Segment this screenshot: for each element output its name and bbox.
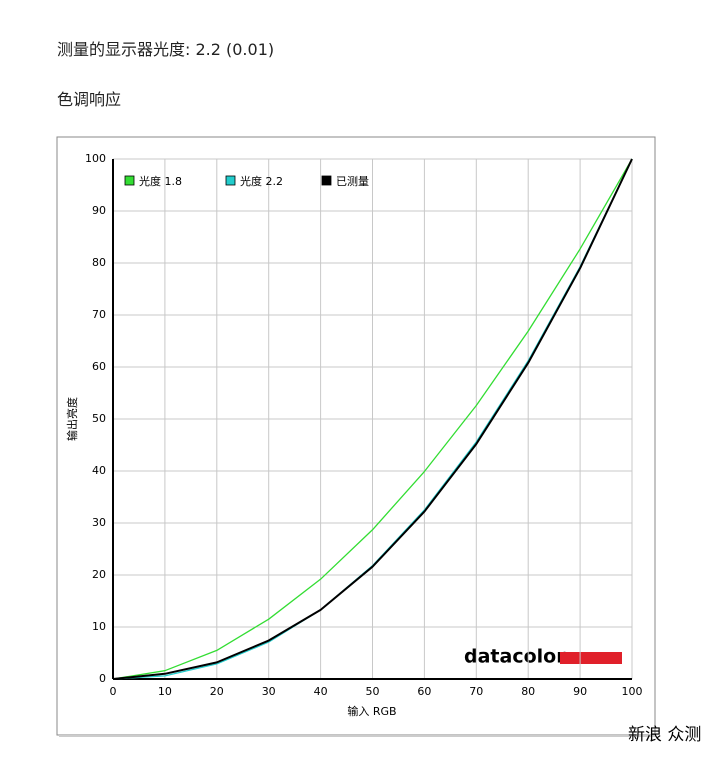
x-tick-label: 90	[573, 685, 587, 698]
x-tick-label: 0	[110, 685, 117, 698]
line	[112, 158, 633, 680]
y-tick-label: 80	[92, 256, 106, 269]
x-tick-label: 30	[262, 685, 276, 698]
y-tick-label: 20	[92, 568, 106, 581]
legend-label: 已测量	[336, 175, 369, 188]
logo-bar	[560, 652, 622, 664]
x-tick-label: 20	[210, 685, 224, 698]
y-tick-label: 100	[85, 152, 106, 165]
y-tick-label: 50	[92, 412, 106, 425]
legend-label: 光度 2.2	[240, 174, 283, 188]
legend-label: 光度 1.8	[139, 174, 182, 188]
x-tick-label: 40	[314, 685, 328, 698]
chart: 输入 RGB 输出亮度 datacolor 新浪 众测 0 10 20 30 40 50 6…	[56, 136, 701, 745]
y-axis-label: 输出亮度	[65, 397, 79, 441]
logo: datacolor	[464, 646, 566, 668]
y-tick-label: 10	[92, 620, 106, 633]
y-tick-label: 40	[92, 464, 106, 477]
x-tick-label: 80	[521, 685, 535, 698]
page-title: 测量的显示器光度: 2.2 (0.01)	[57, 40, 275, 59]
legend-swatch	[225, 175, 236, 186]
x-tick-label: 70	[469, 685, 483, 698]
y-tick-label: 30	[92, 516, 106, 529]
watermark: 新浪 众测	[628, 725, 701, 745]
chart-frame	[56, 136, 656, 736]
legend-swatch	[124, 175, 135, 186]
x-tick-label: 60	[417, 685, 431, 698]
y-tick-label: 70	[92, 308, 106, 321]
x-tick-label: 10	[158, 685, 172, 698]
section-title: 色调响应	[57, 90, 122, 109]
legend-swatch	[321, 175, 332, 186]
line	[112, 158, 633, 680]
x-tick-label: 100	[622, 685, 643, 698]
y-tick-label: 90	[92, 204, 106, 217]
x-axis-label: 输入 RGB	[347, 704, 396, 718]
y-tick-label: 60	[92, 360, 106, 373]
x-tick-label: 50	[366, 685, 380, 698]
y-tick-label: 0	[99, 672, 106, 685]
